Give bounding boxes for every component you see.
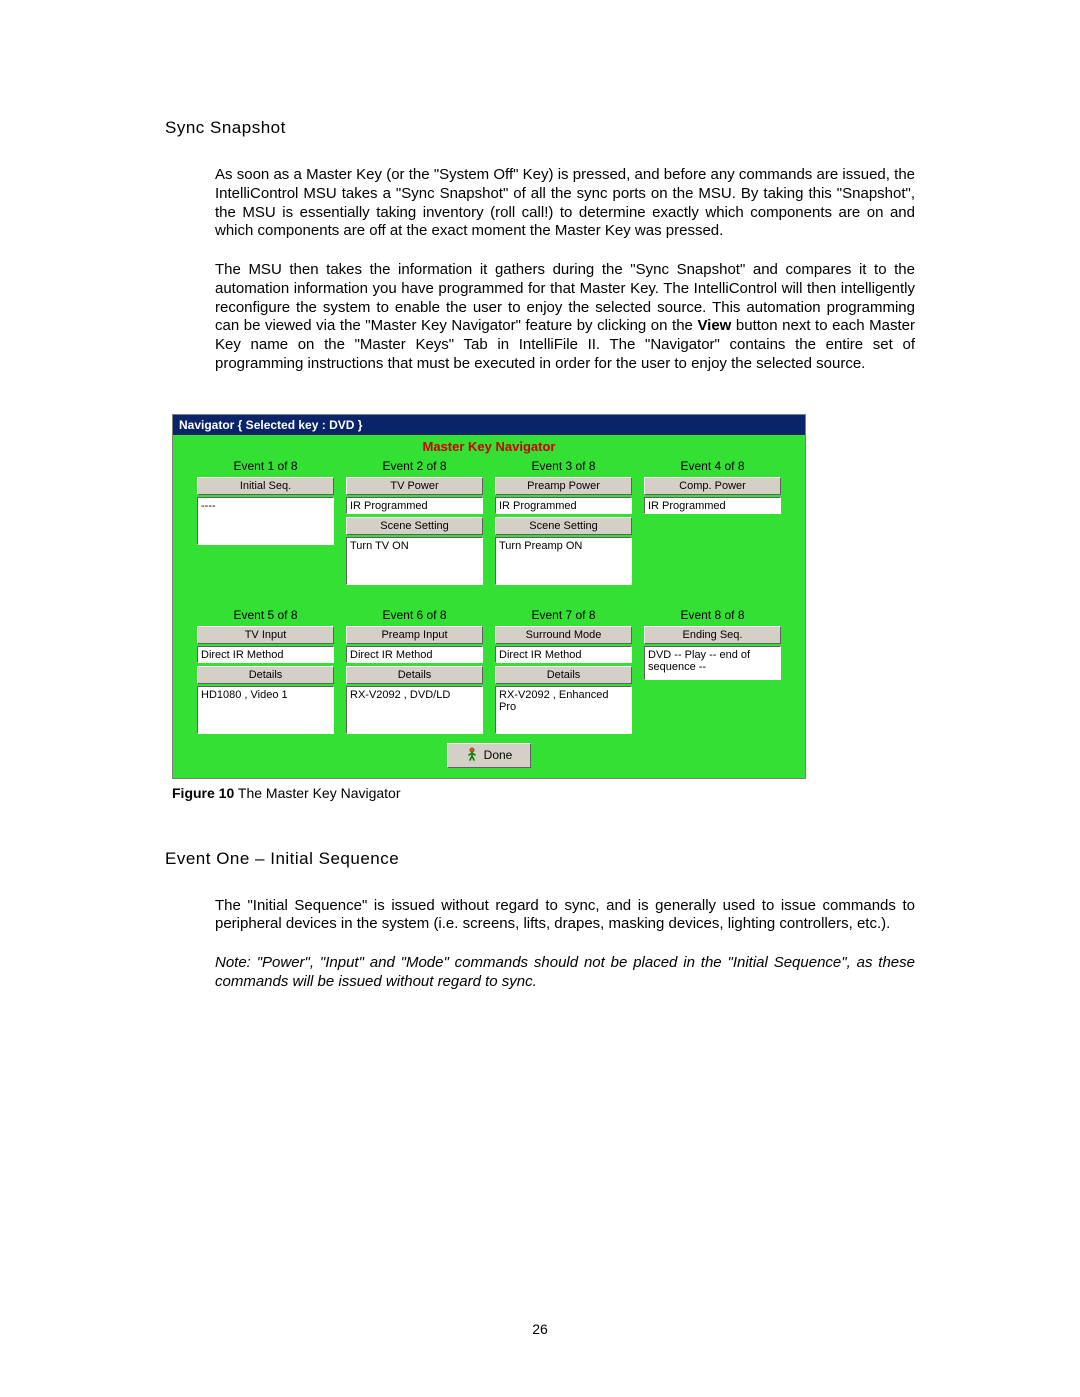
event-title: Event 1 of 8 xyxy=(197,459,334,473)
surround-mode-button[interactable]: Surround Mode xyxy=(495,626,632,644)
event-col-2: Event 2 of 8 TV Power IR Programmed Scen… xyxy=(340,459,489,588)
event-col-8: Event 8 of 8 Ending Seq. DVD -- Play -- … xyxy=(638,608,787,737)
paragraph-2: The MSU then takes the information it ga… xyxy=(215,261,915,374)
event-field: IR Programmed xyxy=(346,497,483,514)
event-field: Direct IR Method xyxy=(346,646,483,663)
navigator-titlebar: Navigator { Selected key : DVD } xyxy=(173,415,805,435)
event-title: Event 2 of 8 xyxy=(346,459,483,473)
navigator-header: Master Key Navigator xyxy=(173,435,805,457)
navigator-window: Navigator { Selected key : DVD } Master … xyxy=(172,414,806,779)
navigator-body: Master Key Navigator Event 1 of 8 Initia… xyxy=(173,435,805,778)
details-button[interactable]: Details xyxy=(346,666,483,684)
event-field: RX-V2092 , DVD/LD xyxy=(346,686,483,734)
details-button[interactable]: Details xyxy=(197,666,334,684)
event-field: ---- xyxy=(197,497,334,545)
event-title: Event 5 of 8 xyxy=(197,608,334,622)
done-row: Done xyxy=(173,737,805,770)
person-icon xyxy=(466,747,479,764)
event-field: IR Programmed xyxy=(644,497,781,514)
event-field: Direct IR Method xyxy=(197,646,334,663)
paragraph-2-bold: View xyxy=(697,317,731,334)
heading-sync-snapshot: Sync Snapshot xyxy=(165,118,915,138)
event-col-3: Event 3 of 8 Preamp Power IR Programmed … xyxy=(489,459,638,588)
scene-setting-button[interactable]: Scene Setting xyxy=(346,517,483,535)
event-field: IR Programmed xyxy=(495,497,632,514)
paragraph-1: As soon as a Master Key (or the "System … xyxy=(215,166,915,241)
event-field: Turn TV ON xyxy=(346,537,483,585)
event-field: RX-V2092 , Enhanced Pro xyxy=(495,686,632,734)
preamp-input-button[interactable]: Preamp Input xyxy=(346,626,483,644)
event-field: Turn Preamp ON xyxy=(495,537,632,585)
event-title: Event 4 of 8 xyxy=(644,459,781,473)
done-label: Done xyxy=(484,748,513,762)
event-col-4: Event 4 of 8 Comp. Power IR Programmed xyxy=(638,459,787,588)
preamp-power-button[interactable]: Preamp Power xyxy=(495,477,632,495)
done-button[interactable]: Done xyxy=(447,743,532,768)
heading-event-one: Event One – Initial Sequence xyxy=(165,849,915,869)
paragraph-3: The "Initial Sequence" is issued without… xyxy=(215,897,915,935)
tv-input-button[interactable]: TV Input xyxy=(197,626,334,644)
event-field: Direct IR Method xyxy=(495,646,632,663)
figure-caption-bold: Figure 10 xyxy=(172,785,234,801)
note-paragraph: Note: "Power", "Input" and "Mode" comman… xyxy=(215,954,915,992)
event-field: DVD -- Play -- end of sequence -- xyxy=(644,646,781,680)
page-number: 26 xyxy=(0,1321,1080,1337)
figure-caption-text: The Master Key Navigator xyxy=(234,785,400,801)
event-col-1: Event 1 of 8 Initial Seq. ---- xyxy=(191,459,340,588)
event-title: Event 3 of 8 xyxy=(495,459,632,473)
event-title: Event 8 of 8 xyxy=(644,608,781,622)
events-top-row: Event 1 of 8 Initial Seq. ---- Event 2 o… xyxy=(173,457,805,588)
event-col-5: Event 5 of 8 TV Input Direct IR Method D… xyxy=(191,608,340,737)
event-title: Event 7 of 8 xyxy=(495,608,632,622)
event-col-6: Event 6 of 8 Preamp Input Direct IR Meth… xyxy=(340,608,489,737)
comp-power-button[interactable]: Comp. Power xyxy=(644,477,781,495)
initial-seq-button[interactable]: Initial Seq. xyxy=(197,477,334,495)
scene-setting-button[interactable]: Scene Setting xyxy=(495,517,632,535)
events-bottom-row: Event 5 of 8 TV Input Direct IR Method D… xyxy=(173,606,805,737)
event-field: HD1080 , Video 1 xyxy=(197,686,334,734)
event-col-7: Event 7 of 8 Surround Mode Direct IR Met… xyxy=(489,608,638,737)
tv-power-button[interactable]: TV Power xyxy=(346,477,483,495)
ending-seq-button[interactable]: Ending Seq. xyxy=(644,626,781,644)
figure-caption: Figure 10 The Master Key Navigator xyxy=(172,785,915,801)
details-button[interactable]: Details xyxy=(495,666,632,684)
event-title: Event 6 of 8 xyxy=(346,608,483,622)
